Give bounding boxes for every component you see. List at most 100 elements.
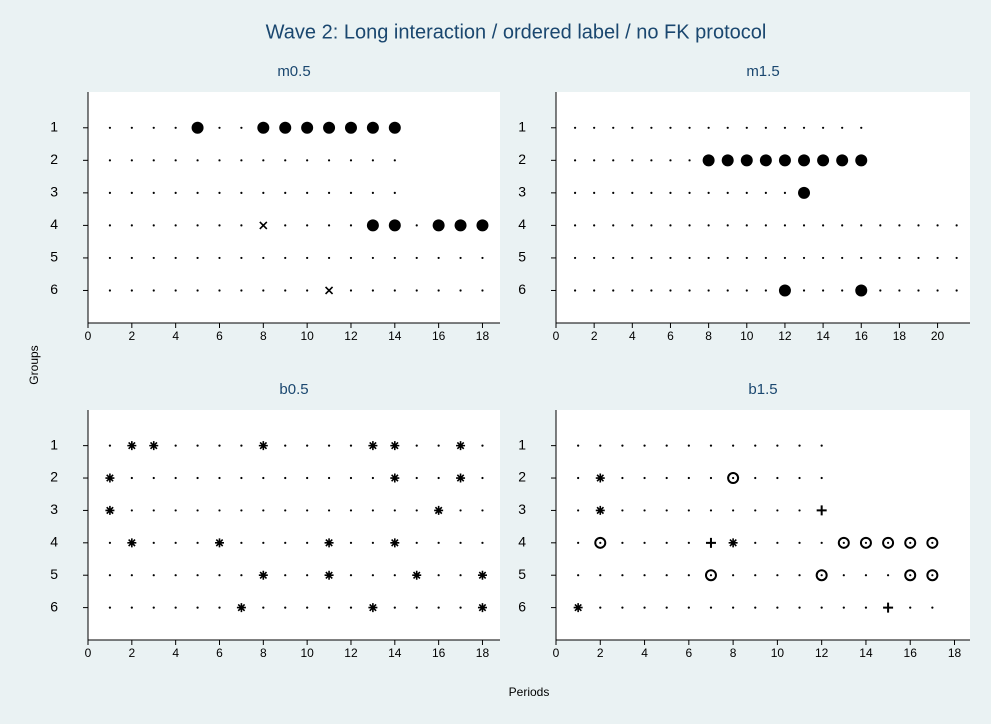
period-dot [931,541,934,544]
marker-asterisk [105,473,115,483]
period-dot [841,256,844,260]
y-tick-label: 6 [518,281,526,297]
period-dot [371,476,374,480]
period-dot [371,159,374,162]
period-dot [860,224,863,227]
period-dot [108,444,112,447]
period-dot [306,509,309,512]
marker-circle [740,154,753,167]
period-dot [754,509,757,512]
period-dot [577,476,580,480]
marker-circle [191,121,204,134]
period-dot [573,224,577,227]
period-dot [879,289,882,292]
period-dot [650,159,653,162]
y-tick-label: 3 [518,501,526,517]
period-dot [842,606,845,609]
marker-circle [759,154,772,167]
marker-asterisk [149,441,159,451]
marker-asterisk [390,473,400,483]
period-dot [650,224,653,227]
period-dot [152,574,155,577]
period-dot [621,476,624,480]
period-dot [415,289,418,292]
period-dot [196,444,199,447]
x-tick-label: 8 [260,329,267,343]
marker-hollow-circle [704,569,717,582]
period-dot [754,444,757,447]
period-dot [688,289,691,292]
x-tick-label: 2 [128,329,135,343]
period-dot [174,541,177,544]
x-tick-label: 18 [893,329,907,343]
period-dot [764,224,767,227]
period-dot [174,126,177,129]
period-dot [130,191,133,194]
period-dot [687,606,690,609]
period-dot [573,191,577,194]
period-dot [669,159,672,162]
period-dot [669,126,672,129]
period-dot [349,476,353,480]
period-dot [130,126,133,129]
period-dot [152,256,155,260]
period-dot [798,476,801,480]
period-dot [577,444,580,447]
period-dot [196,509,199,512]
period-dot [612,191,615,194]
period-dot [776,606,779,609]
period-dot [393,256,396,260]
period-dot [621,574,624,577]
marker-circle [279,121,292,134]
period-dot [262,191,265,194]
y-tick-label: 5 [50,249,58,265]
panel-title: b1.5 [748,381,777,398]
marker-circle [798,186,811,199]
y-tick-label: 2 [50,469,58,485]
period-dot [573,159,577,162]
period-dot [798,509,801,512]
period-dot [174,256,177,260]
period-dot [130,509,133,512]
period-dot [349,224,353,227]
period-dot [306,224,309,227]
period-dot [152,224,155,227]
period-dot [306,444,309,447]
y-tick-label: 1 [50,118,58,134]
period-dot [108,159,112,162]
period-dot [284,256,287,260]
period-dot [936,224,939,227]
marker-asterisk [236,603,246,613]
period-dot [631,289,634,292]
period-dot [481,476,484,480]
period-dot [665,541,668,544]
period-dot [459,289,462,292]
marker-circle [344,121,357,134]
y-tick-label: 6 [50,598,58,614]
period-dot [284,574,287,577]
y-tick-label: 5 [50,566,58,582]
period-dot [152,289,155,292]
period-dot [665,444,668,447]
period-dot [621,444,624,447]
y-tick-label: 3 [50,184,58,200]
period-dot [174,574,177,577]
period-dot [764,191,767,194]
period-dot [821,224,825,227]
period-dot [306,541,309,544]
period-dot [687,444,690,447]
marker-circle [721,154,734,167]
x-tick-label: 10 [771,646,785,660]
period-dot [820,476,823,480]
period-dot [577,509,580,512]
marker-circle [836,154,849,167]
period-dot [437,476,440,480]
marker-asterisk [390,441,400,451]
y-tick-label: 4 [518,534,526,550]
period-dot [612,289,615,292]
marker-circle [388,121,401,134]
period-dot [931,606,934,609]
period-dot [898,289,901,292]
period-dot [726,256,729,260]
